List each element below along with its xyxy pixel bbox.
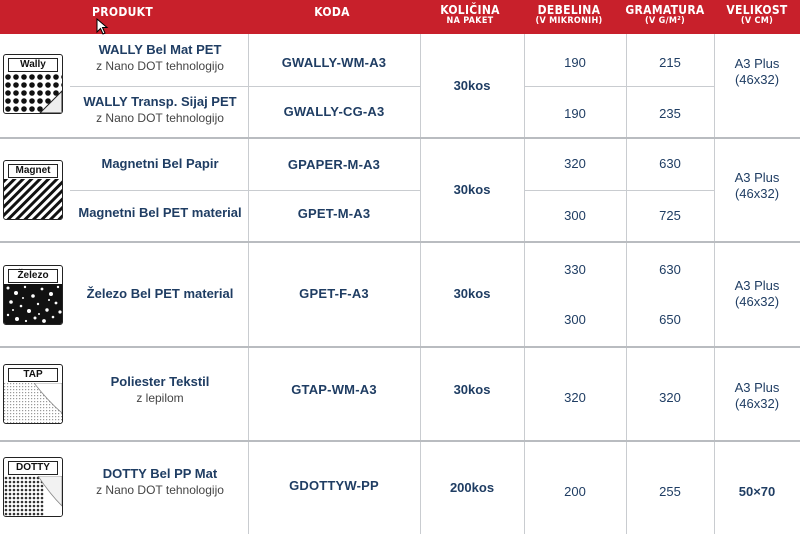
mouse-cursor-icon [96, 18, 109, 35]
group-separator [0, 346, 800, 348]
col-divider [524, 34, 525, 534]
group-separator [0, 241, 800, 243]
header-koda-label: KODA [314, 5, 350, 19]
dotty-halftone-icon: DOTTY [3, 457, 63, 517]
product-code: GDOTTYW-PP [289, 478, 379, 493]
header-kolicina-sub: NA PAKET [446, 16, 494, 26]
product-subtitle: z Nano DOT tehnologijo [96, 59, 224, 73]
velikost-main: A3 Plus [734, 380, 780, 395]
gramatura-value: 630 [659, 262, 681, 277]
product-title: WALLY Bel Mat PET [98, 42, 222, 57]
header-debelina-label: DEBELINA [537, 3, 601, 17]
debelina-value: 300 [564, 208, 586, 223]
velikost-sub: (46x32) [734, 72, 780, 87]
product-subtitle: z Nano DOT tehnologijo [96, 111, 224, 125]
velikost-main: A3 Plus [734, 56, 780, 71]
row-divider [524, 86, 714, 87]
product-title: DOTTY Bel PP Mat [102, 466, 218, 481]
row-divider [524, 190, 714, 191]
kolicina-value: 30kos [453, 382, 491, 397]
product-name: Poliester Tekstil z lepilom [70, 374, 250, 406]
header-kolicina-label: KOLIČINA [440, 3, 500, 17]
product-subtitle: z Nano DOT tehnologijo [96, 483, 224, 497]
header-kolicina: KOLIČINA NA PAKET [430, 4, 510, 26]
header-koda: KODA [292, 6, 372, 18]
header-debelina: DEBELINA (V MIKRONIH) [527, 4, 611, 26]
velikost-value: A3 Plus (46x32) [714, 170, 800, 202]
debelina-value: 300 [564, 312, 586, 327]
gramatura-value: 725 [659, 208, 681, 223]
row-divider [248, 190, 420, 191]
debelina-value: 190 [564, 106, 586, 121]
header-produkt-label: PRODUKT [92, 5, 153, 19]
product-code: GTAP-WM-A3 [291, 382, 377, 397]
group-separator [0, 137, 800, 139]
product-code: GWALLY-WM-A3 [281, 55, 387, 70]
velikost-value: A3 Plus (46x32) [714, 278, 800, 310]
product-name: WALLY Bel Mat PET z Nano DOT tehnologijo [70, 42, 250, 74]
debelina-value: 320 [564, 390, 586, 405]
icon-label: Wally [8, 58, 58, 72]
gramatura-value: 235 [659, 106, 681, 121]
tap-textile-icon: TAP [3, 364, 63, 424]
product-name: Magnetni Bel PET material [78, 205, 242, 220]
header-gramatura-sub: (V G/M²) [644, 16, 686, 26]
gramatura-value: 650 [659, 312, 681, 327]
header-debelina-sub: (V MIKRONIH) [535, 16, 603, 26]
product-name: Magnetni Bel Papir [101, 156, 219, 171]
kolicina-value: 30kos [453, 286, 491, 301]
gramatura-value: 320 [659, 390, 681, 405]
header-velikost-label: VELIKOST [726, 3, 788, 17]
magnet-stripes-icon: Magnet [3, 160, 63, 220]
header-gramatura-label: GRAMATURA [625, 3, 705, 17]
debelina-value: 200 [564, 484, 586, 499]
product-code: GPET-M-A3 [297, 206, 371, 221]
kolicina-value: 30kos [453, 78, 491, 93]
row-divider [70, 86, 250, 87]
col-divider [420, 34, 421, 534]
header-gramatura: GRAMATURA (V G/M²) [625, 4, 705, 26]
velikost-sub: (46x32) [734, 294, 780, 309]
kolicina-value: 200kos [449, 480, 495, 495]
row-divider [70, 190, 250, 191]
debelina-value: 190 [564, 55, 586, 70]
zelezo-speckle-icon: Železo [3, 265, 63, 325]
kolicina-value: 30kos [453, 182, 491, 197]
header-velikost: VELIKOST (V CM) [722, 4, 792, 26]
velikost-value: A3 Plus (46x32) [714, 56, 800, 88]
col-divider [626, 34, 627, 534]
col-divider [714, 34, 715, 534]
velikost-main: A3 Plus [734, 278, 780, 293]
icon-label: TAP [8, 368, 58, 382]
header-produkt: PRODUKT [70, 6, 175, 18]
product-subtitle: z lepilom [136, 391, 184, 405]
velikost-sub: (46x32) [734, 396, 780, 411]
velikost-sub: (46x32) [734, 186, 780, 201]
row-divider [248, 86, 420, 87]
wally-dots-icon: Wally [3, 54, 63, 114]
header-velikost-sub: (V CM) [740, 16, 774, 26]
group-separator [0, 440, 800, 442]
velikost-main: A3 Plus [734, 170, 780, 185]
product-name: DOTTY Bel PP Mat z Nano DOT tehnologijo [70, 466, 250, 498]
velikost-value: 50×70 [738, 484, 776, 499]
velikost-value: A3 Plus (46x32) [714, 380, 800, 412]
debelina-value: 320 [564, 156, 586, 171]
gramatura-value: 215 [659, 55, 681, 70]
product-code: GPAPER-M-A3 [287, 157, 381, 172]
gramatura-value: 630 [659, 156, 681, 171]
product-code: GPET-F-A3 [299, 286, 369, 301]
icon-label: Magnet [8, 164, 58, 178]
product-title: Poliester Tekstil [110, 374, 210, 389]
icon-label: DOTTY [8, 461, 58, 475]
col-divider [248, 34, 249, 534]
product-name: Železo Bel PET material [86, 286, 234, 301]
product-title: WALLY Transp. Sijaj PET [83, 94, 237, 109]
product-name: WALLY Transp. Sijaj PET z Nano DOT tehno… [70, 94, 250, 126]
product-code: GWALLY-CG-A3 [283, 104, 385, 119]
debelina-value: 330 [564, 262, 586, 277]
icon-label: Železo [8, 269, 58, 283]
gramatura-value: 255 [659, 484, 681, 499]
table-header: PRODUKT KODA KOLIČINA NA PAKET DEBELINA … [0, 0, 800, 34]
